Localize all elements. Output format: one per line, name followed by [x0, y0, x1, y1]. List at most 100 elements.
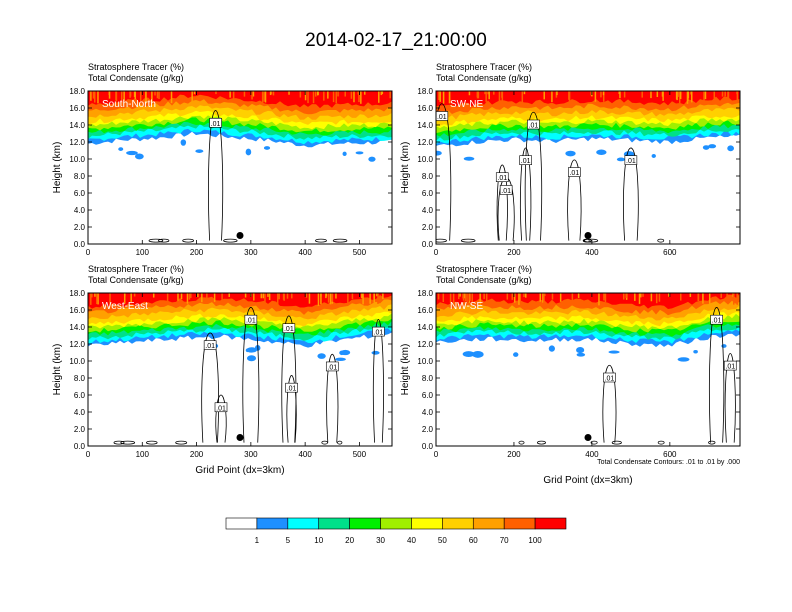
y-tick-label: 8.0	[74, 172, 86, 181]
tracer-streak	[623, 91, 626, 98]
colorbar-label: 20	[345, 536, 354, 545]
tracer-patch	[317, 353, 326, 359]
contour-label-box	[325, 361, 339, 372]
contour-blob	[436, 238, 447, 243]
x-tick-label: 400	[298, 248, 312, 257]
tracer-streak	[190, 293, 192, 298]
y-tick-label: 8.0	[74, 374, 86, 383]
tracer-streak	[469, 293, 471, 301]
tracer-streak	[177, 293, 179, 301]
contour-blob	[223, 238, 238, 243]
contour-line	[567, 159, 582, 241]
tracer-streak	[604, 293, 607, 303]
tracer-streak	[90, 91, 92, 101]
tracer-streak	[702, 293, 704, 304]
tracer-streak	[618, 91, 621, 95]
contour-blob	[657, 238, 665, 243]
tracer-streak	[721, 91, 724, 97]
colorbar-label: 70	[500, 536, 509, 545]
region-label: West-East	[102, 301, 148, 312]
tracer-streak	[94, 91, 96, 103]
tracer-streak	[304, 91, 307, 101]
tracer-streak	[92, 91, 95, 99]
y-tick-label: 8.0	[422, 374, 434, 383]
location-marker	[584, 434, 592, 441]
tracer-patch	[548, 345, 555, 352]
tracer-streak	[488, 91, 490, 100]
y-tick-label: 14.0	[69, 121, 85, 130]
tracer-streak	[623, 293, 625, 300]
y-tick-label: 14.0	[417, 121, 433, 130]
tracer-streak	[129, 91, 131, 98]
y-tick-label: 8.0	[422, 172, 434, 181]
tracer-streak	[525, 293, 527, 298]
region-label: SW-NE	[450, 99, 483, 110]
panel-header-condensate: Total Condensate (g/kg)	[88, 275, 184, 285]
tracer-streak	[282, 293, 285, 300]
tracer-streak	[316, 91, 319, 96]
tracer-streak	[724, 91, 726, 97]
tracer-streak	[286, 293, 289, 299]
tracer-patch	[702, 145, 710, 150]
tracer-streak	[120, 91, 123, 102]
tracer-streak	[329, 293, 332, 305]
tracer-streak	[221, 293, 223, 305]
tracer-streak	[252, 91, 255, 97]
tracer-streak	[479, 293, 481, 305]
tracer-streak	[206, 293, 208, 302]
panel-sw-ne: .01.01.01.01.01.01.01SW-NE0.02.04.06.08.…	[400, 62, 741, 257]
tracer-streak	[382, 293, 384, 300]
tracer-streak	[638, 293, 641, 304]
contour-note: Total Condensate Contours: .01 to .01 by…	[597, 459, 740, 466]
tracer-streak	[634, 293, 636, 301]
contour-label: .01	[712, 318, 722, 325]
contour-blob	[708, 440, 716, 445]
y-tick-label: 0.0	[74, 240, 86, 249]
tracer-streak	[594, 91, 597, 102]
tracer-streak	[331, 293, 334, 302]
tracer-streak	[736, 91, 739, 102]
tracer-streak	[251, 91, 253, 100]
y-tick-label: 16.0	[417, 104, 433, 113]
tracer-streak	[704, 91, 707, 100]
tracer-field	[436, 91, 740, 244]
tracer-streak	[193, 91, 196, 95]
tracer-streak	[197, 293, 199, 298]
panel-header-tracer: Stratosphere Tracer (%)	[88, 62, 184, 72]
contour-label-box	[710, 314, 723, 325]
x-tick-label: 200	[507, 248, 521, 257]
y-tick-label: 18.0	[69, 87, 85, 96]
y-tick-label: 14.0	[417, 323, 433, 332]
y-tick-label: 10.0	[69, 155, 85, 164]
tracer-streak	[703, 91, 705, 101]
y-tick-label: 6.0	[74, 391, 86, 400]
colorbar-segment	[472, 517, 505, 530]
panel-header-condensate: Total Condensate (g/kg)	[436, 73, 532, 83]
tracer-streak	[90, 293, 92, 305]
tracer-streak	[307, 91, 309, 104]
tracer-streak	[498, 91, 501, 104]
tracer-streak	[156, 91, 159, 99]
tracer-streak	[727, 91, 730, 103]
tracer-streak	[619, 91, 621, 99]
contour-label-box	[203, 340, 217, 351]
tracer-streak	[264, 293, 266, 306]
tracer-patch	[708, 144, 717, 149]
tracer-streak	[501, 91, 504, 102]
tracer-streak	[463, 293, 466, 299]
tracer-streak	[439, 91, 441, 102]
tracer-patch	[246, 347, 258, 353]
tracer-streak	[94, 293, 96, 297]
tracer-streak	[109, 293, 111, 305]
tracer-streak	[154, 91, 156, 96]
tracer-streak	[323, 91, 325, 101]
tracer-patch	[472, 350, 484, 358]
y-axis-label: Height (km)	[52, 344, 63, 396]
colorbar-label: 100	[528, 536, 542, 545]
y-tick-label: 18.0	[417, 87, 433, 96]
x-tick-label: 200	[190, 248, 204, 257]
contour-line	[208, 110, 224, 241]
y-axis-label: Height (km)	[400, 344, 411, 396]
tracer-streak	[686, 91, 689, 104]
contour-label-box	[624, 155, 638, 165]
